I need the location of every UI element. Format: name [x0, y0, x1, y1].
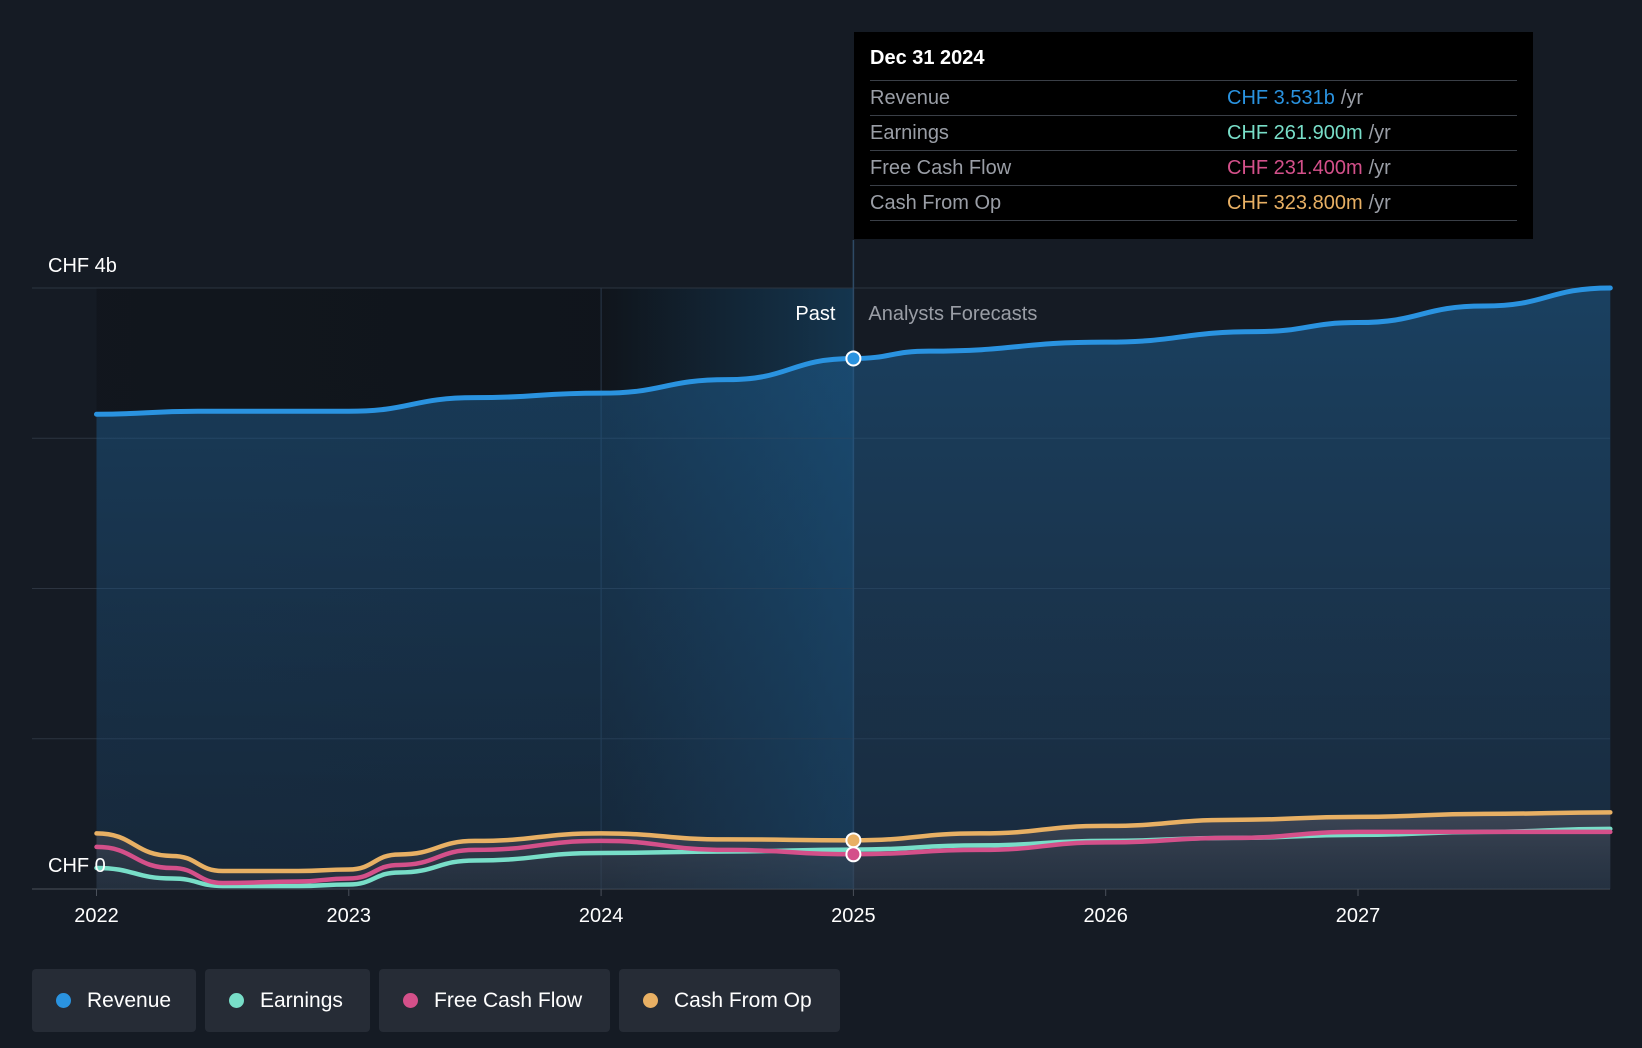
tooltip-unit: /yr — [1340, 87, 1364, 109]
tooltip-row-cfo: Cash From Op CHF 323.800m /yr — [870, 186, 1517, 221]
x-tick-label: 2024 — [579, 905, 624, 927]
legend-item-earnings[interactable]: Earnings — [205, 969, 370, 1032]
legend-dot-icon — [643, 993, 658, 1008]
past-label: Past — [795, 303, 835, 325]
legend-dot-icon — [229, 993, 244, 1008]
cfo-marker — [845, 832, 862, 849]
forecast-label: Analysts Forecasts — [868, 303, 1037, 325]
tooltip-value: CHF 3.531b — [1227, 87, 1335, 109]
tooltip: Dec 31 2024 Revenue CHF 3.531b /yr Earni… — [854, 32, 1533, 239]
legend-dot-icon — [403, 993, 418, 1008]
fcf-marker — [845, 846, 862, 863]
tooltip-value: CHF 323.800m — [1227, 192, 1363, 214]
tooltip-label: Free Cash Flow — [870, 157, 1012, 179]
legend-item-cfo[interactable]: Cash From Op — [619, 969, 840, 1032]
tooltip-unit: /yr — [1368, 157, 1391, 179]
legend-item-fcf[interactable]: Free Cash Flow — [379, 969, 610, 1032]
cfo-line — [94, 810, 1613, 874]
x-tick-label: 2027 — [1336, 905, 1381, 927]
tooltip-value: CHF 231.400m — [1227, 157, 1363, 179]
tooltip-label: Revenue — [870, 87, 951, 109]
legend-label: Earnings — [260, 988, 343, 1012]
tooltip-label: Earnings — [870, 122, 949, 144]
tooltip-label: Cash From Op — [870, 192, 1002, 214]
x-tick-label: 2025 — [831, 905, 876, 927]
legend-label: Free Cash Flow — [434, 988, 583, 1012]
legend: Revenue Earnings Free Cash Flow Cash Fro… — [32, 969, 840, 1032]
revenue-marker — [845, 350, 862, 367]
x-tick-label: 2023 — [327, 905, 372, 927]
tooltip-row-fcf: Free Cash Flow CHF 231.400m /yr — [870, 151, 1517, 186]
tooltip-unit: /yr — [1368, 122, 1391, 144]
tooltip-value: CHF 261.900m — [1227, 122, 1363, 144]
legend-label: Cash From Op — [674, 988, 812, 1012]
y-axis-top-label: CHF 4b — [48, 255, 117, 277]
tooltip-row-revenue: Revenue CHF 3.531b /yr — [870, 81, 1517, 116]
tooltip-unit: /yr — [1368, 192, 1391, 214]
x-tick-label: 2022 — [74, 905, 119, 927]
legend-item-revenue[interactable]: Revenue — [32, 969, 196, 1032]
tooltip-row-earnings: Earnings CHF 261.900m /yr — [870, 116, 1517, 151]
legend-label: Revenue — [87, 988, 172, 1012]
fcf-line — [94, 829, 1613, 886]
revenue-area — [96, 288, 1611, 889]
tooltip-date: Dec 31 2024 — [870, 44, 1517, 81]
x-tick-label: 2026 — [1083, 905, 1128, 927]
y-axis-bottom-label: CHF 0 — [48, 855, 106, 877]
revenue-line — [94, 285, 1613, 417]
legend-dot-icon — [56, 993, 71, 1008]
